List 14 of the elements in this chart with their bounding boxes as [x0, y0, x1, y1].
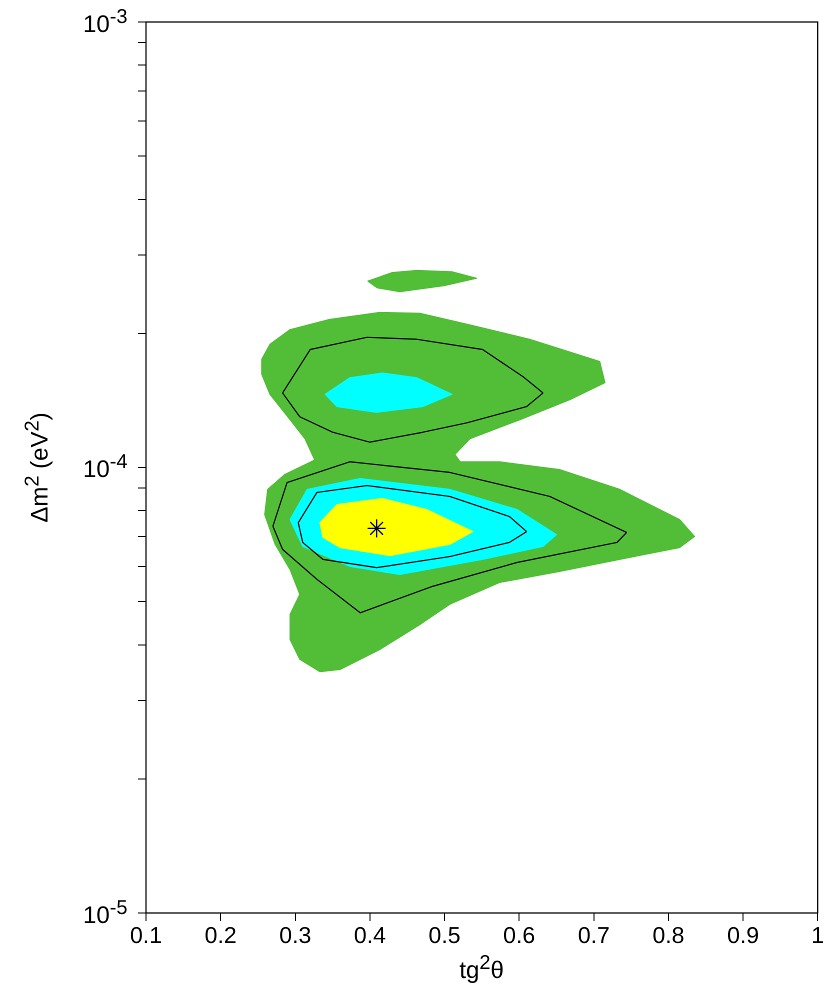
x-tick-label: 0.1 — [130, 922, 162, 948]
y-tick-label: 10$^{-4}$ — [83, 451, 128, 484]
x-tick-label: 1 — [811, 922, 824, 948]
x-tick-label: 0.3 — [279, 922, 312, 948]
x-tick-label: 0.4 — [354, 922, 386, 948]
x-tick-label: 0.9 — [727, 922, 760, 948]
x-tick-label: 0.6 — [503, 922, 536, 948]
x-tick-label: 0.5 — [428, 922, 461, 948]
x-tick-label: 0.2 — [204, 922, 237, 948]
y-tick-label: 10$^{-3}$ — [83, 6, 128, 38]
x-axis-title: tg$^{2}$θ — [459, 952, 504, 985]
x-tick-label: 0.8 — [652, 922, 684, 948]
x-tick-label: 0.7 — [578, 922, 610, 948]
y-tick-label: 10$^{-5}$ — [83, 896, 128, 930]
